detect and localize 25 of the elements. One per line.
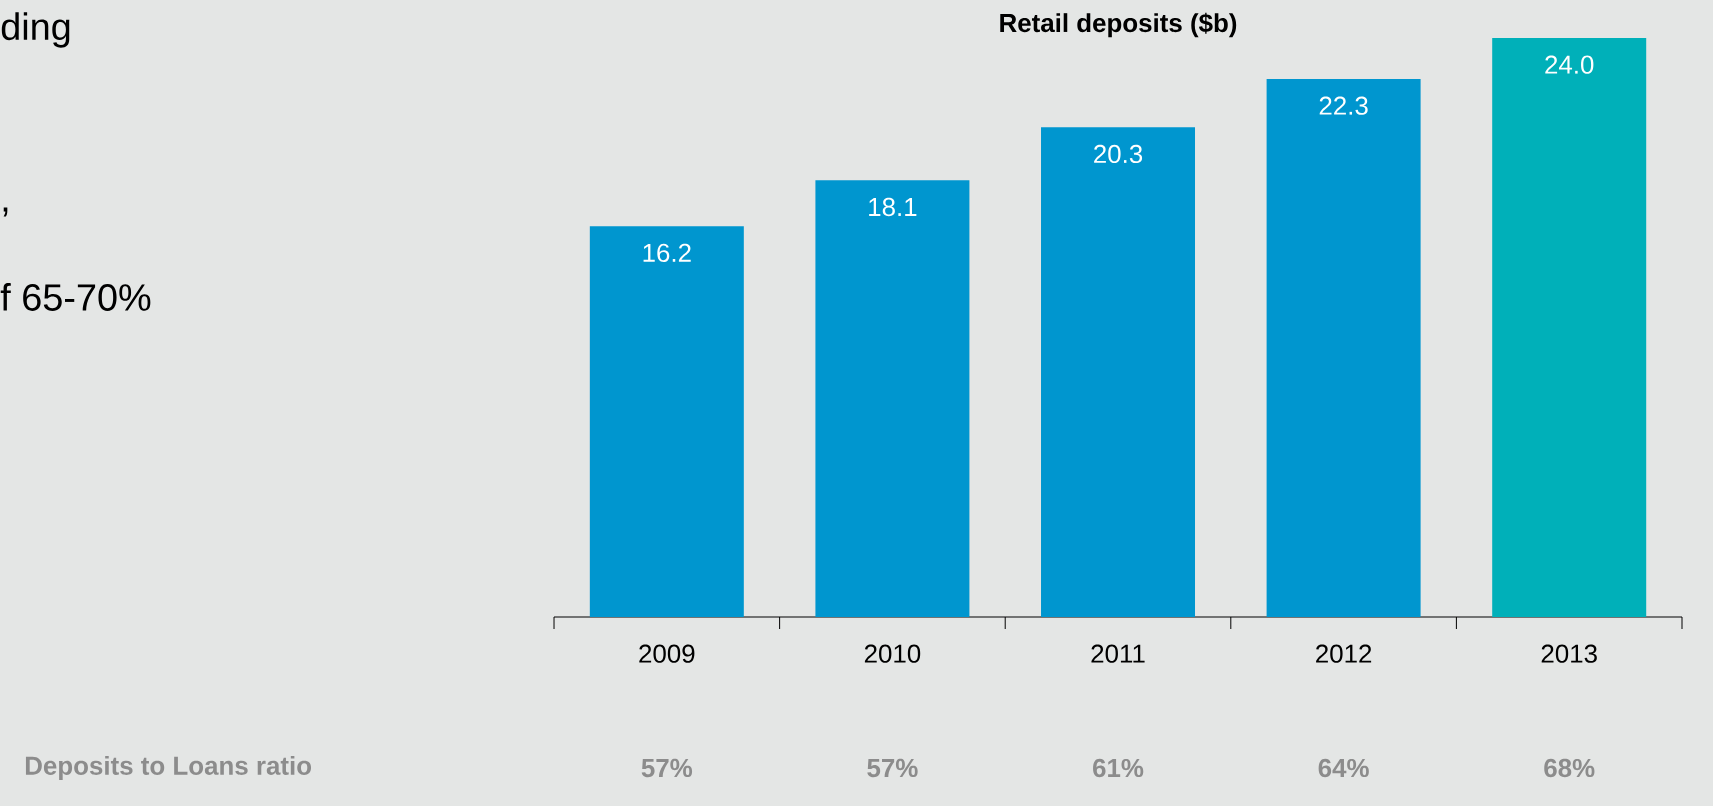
data-label: 16.2: [643, 243, 691, 263]
text: ding: [1, 12, 70, 48]
x-tick-label: 2012: [1316, 644, 1372, 663]
text: Deposits to Loans ratio: [25, 755, 312, 781]
bar: [1266, 79, 1421, 617]
text: f 65-70%: [0, 283, 151, 311]
data-label: 22.3: [1319, 96, 1368, 115]
text: 57%: [867, 758, 918, 778]
data-label: 20.3: [1094, 144, 1143, 164]
x-tick-label: 2011: [1091, 644, 1145, 663]
data-label: 24.0: [1545, 55, 1594, 74]
text: 68%: [1544, 758, 1595, 778]
x-tick-label: 2010: [864, 644, 921, 663]
text: 64%: [1318, 758, 1369, 778]
bar: [589, 226, 744, 617]
bar: [1492, 38, 1647, 617]
x-tick-label: 2013: [1541, 644, 1597, 663]
text: ,: [3, 207, 8, 217]
text: 61%: [1093, 758, 1144, 778]
chart-title: Retail deposits ($b): [1000, 12, 1237, 38]
bar: [815, 180, 970, 617]
text: 57%: [641, 758, 693, 778]
bar: [1041, 127, 1196, 617]
x-tick-label: 2009: [639, 644, 695, 663]
data-label: 18.1: [869, 197, 917, 217]
